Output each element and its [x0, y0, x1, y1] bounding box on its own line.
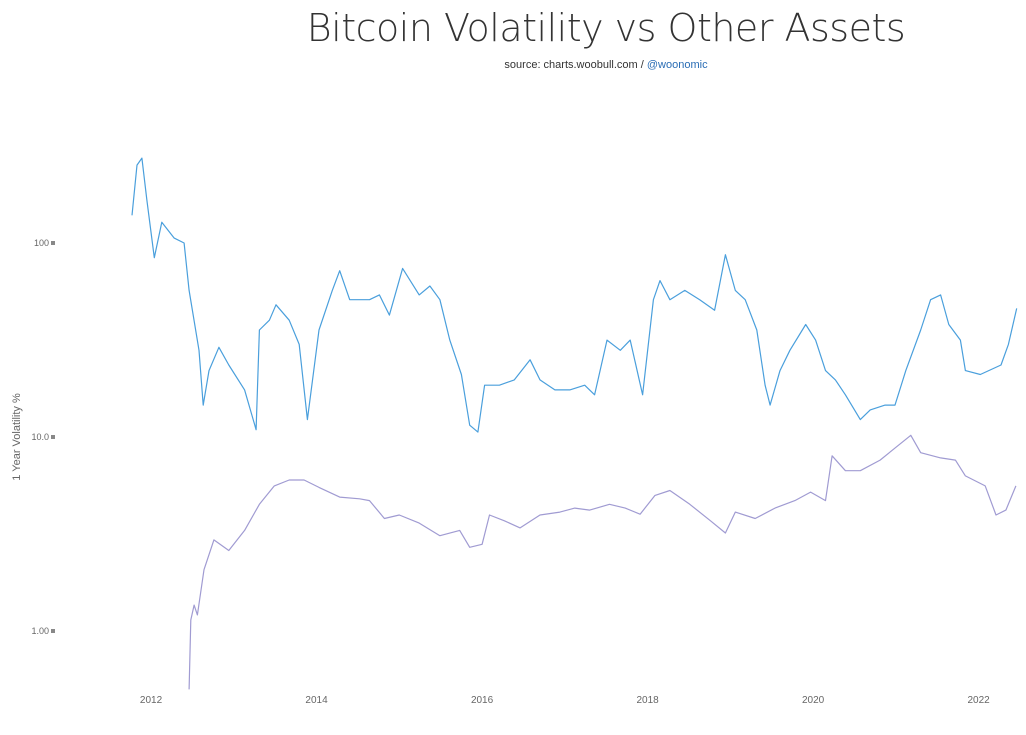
- series-lines: [131, 157, 1018, 690]
- chart-subtitle: source: charts.woobull.com / @woonomic: [0, 59, 1026, 71]
- source-text: source: charts.woobull.com /: [504, 59, 647, 71]
- twitter-handle-link[interactable]: @woonomic: [646, 59, 708, 71]
- x-tick-label: 2020: [802, 695, 825, 706]
- x-tick-label: 2016: [471, 695, 494, 706]
- y-tick-marker: [51, 629, 55, 633]
- x-tick-label: 2012: [140, 695, 163, 706]
- y-tick-marker: [51, 241, 55, 245]
- x-tick-label: 2014: [305, 695, 328, 706]
- y-ticks: 100 10.0 1.00: [31, 238, 55, 636]
- x-ticks: 2012 2014 2016 2018 2020 2022: [140, 695, 990, 706]
- y-tick-label: 10.0: [31, 432, 49, 442]
- series-line-1: [131, 157, 1018, 433]
- chart-title: Bitcoin Volatility vs Other Assets: [306, 6, 906, 50]
- y-axis-label: 1 Year Volatility %: [11, 393, 23, 481]
- y-tick-marker: [51, 435, 55, 439]
- x-tick-label: 2022: [967, 695, 990, 706]
- series-line-2: [188, 434, 1017, 690]
- y-tick-label: 100: [34, 238, 49, 248]
- y-tick-label: 1.00: [31, 626, 49, 636]
- x-tick-label: 2018: [636, 695, 659, 706]
